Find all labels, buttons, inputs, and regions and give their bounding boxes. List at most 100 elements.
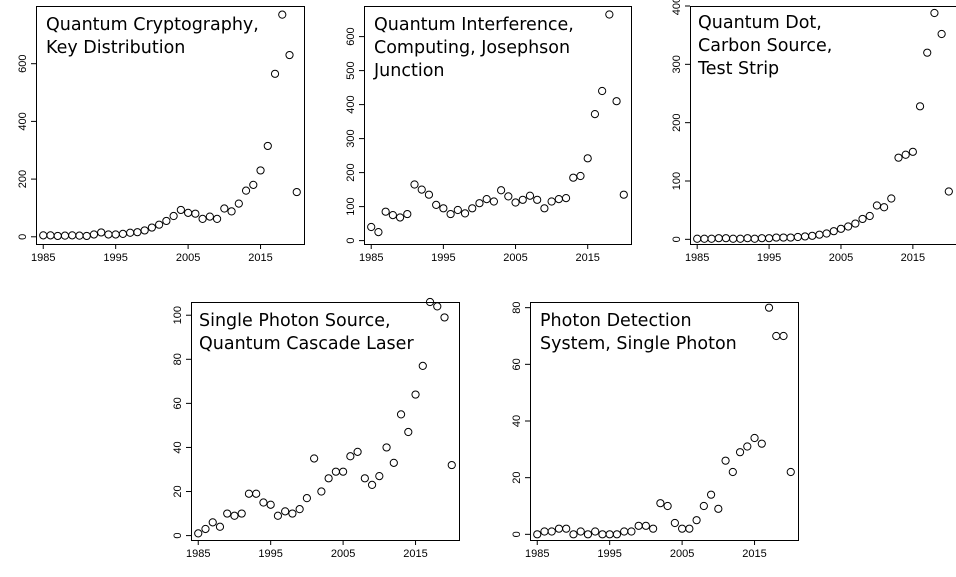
data-point — [339, 467, 348, 476]
data-point — [511, 198, 520, 207]
data-point — [140, 226, 149, 235]
y-tick-label: 100 — [172, 306, 184, 324]
data-point — [155, 220, 164, 229]
data-point — [256, 166, 265, 175]
data-point — [721, 234, 731, 243]
chart-title: Quantum Cryptography, Key Distribution — [46, 15, 259, 58]
y-tick-label: 0 — [671, 236, 683, 242]
data-point — [569, 173, 578, 182]
data-point — [201, 524, 210, 534]
data-point — [735, 448, 745, 457]
data-point — [923, 48, 932, 57]
data-point — [547, 197, 556, 206]
data-point — [410, 180, 419, 189]
data-point — [561, 194, 571, 203]
y-tick-label: 20 — [511, 472, 523, 484]
data-point — [281, 507, 290, 516]
y-tick-label: 200 — [345, 163, 357, 181]
data-point — [198, 214, 207, 224]
chart-svg-1: 1985 1995 2005 2015 0 200 400 600 — [17, 6, 305, 264]
data-point — [126, 228, 135, 237]
data-point — [39, 231, 48, 240]
data-point — [60, 231, 70, 240]
data-point — [367, 222, 376, 232]
y-tick-label: 600 — [17, 55, 29, 73]
data-point — [295, 505, 304, 514]
y-tick-label: 400 — [671, 0, 683, 15]
data-point — [292, 187, 301, 197]
data-point — [533, 530, 542, 539]
data-point — [191, 209, 200, 218]
data-point — [844, 222, 853, 231]
data-point — [482, 195, 491, 204]
x-tick-label: 1985 — [359, 252, 383, 264]
data-point — [786, 233, 795, 242]
data-point — [389, 458, 398, 467]
y-tick-label: 300 — [671, 55, 683, 73]
chart-svg-5: 1985 1995 2005 2015 0 20 40 60 80 — [511, 302, 799, 560]
data-point — [634, 521, 643, 530]
data-point — [908, 147, 917, 156]
data-point — [432, 200, 441, 209]
data-point — [270, 69, 280, 78]
data-point — [757, 439, 766, 448]
y-tick-label: 80 — [172, 353, 184, 365]
data-point — [583, 530, 593, 539]
data-point — [641, 521, 650, 530]
data-point — [901, 150, 910, 159]
data-point — [227, 207, 236, 216]
data-point — [104, 230, 113, 239]
data-point — [266, 500, 275, 509]
data-point — [310, 454, 319, 463]
plot-frame — [530, 302, 799, 541]
data-point — [317, 487, 326, 496]
data-point — [554, 195, 563, 204]
data-point — [714, 234, 723, 243]
x-tick-label: 2005 — [176, 252, 200, 264]
y-tick-label: 100 — [345, 197, 357, 215]
data-point — [194, 529, 203, 538]
y-tick-label: 20 — [172, 485, 184, 497]
data-point — [220, 204, 229, 213]
plot-frame — [36, 6, 305, 245]
data-point — [656, 499, 665, 508]
y-tick-label: 40 — [511, 415, 523, 427]
x-tick-label: 2015 — [403, 548, 427, 560]
chart-svg-3: 1985 1995 2005 2015 0 100 200 300 400 — [671, 0, 956, 264]
data-point — [750, 433, 759, 443]
data-point — [147, 223, 156, 232]
data-point — [46, 231, 55, 240]
data-point — [937, 29, 946, 39]
data-point — [764, 303, 774, 312]
chart-panel-4: 1985 1995 2005 2015 0 20 40 60 80 100 Single Photo… — [155, 297, 460, 566]
data-point — [793, 232, 802, 242]
y-tick-label: 300 — [345, 129, 357, 147]
data-point — [241, 186, 251, 195]
data-point — [576, 171, 585, 181]
data-point — [743, 442, 752, 451]
chart-panel-1: 1985 1995 2005 2015 0 200 400 600 Quantum Crypto… — [0, 6, 305, 270]
data-point — [750, 234, 759, 243]
data-point — [533, 195, 542, 204]
data-point — [388, 211, 397, 220]
data-point — [53, 231, 62, 241]
data-point — [244, 489, 254, 498]
chart-title: Photon Detection System, Single Photon — [540, 311, 737, 354]
plot-frame — [364, 6, 632, 245]
data-point — [288, 509, 297, 518]
data-point — [729, 234, 738, 243]
data-point — [162, 216, 171, 226]
data-point — [446, 209, 455, 219]
y-tick-label: 80 — [511, 302, 523, 314]
x-tick-label: 1985 — [186, 548, 210, 560]
data-point — [619, 190, 628, 199]
data-point — [930, 8, 939, 18]
data-point — [786, 467, 795, 477]
data-point — [569, 530, 578, 539]
data-point — [800, 232, 810, 241]
data-point — [598, 530, 607, 539]
data-point — [118, 229, 128, 239]
data-point — [598, 86, 607, 96]
data-point — [440, 313, 449, 322]
chart-panel-5: 1985 1995 2005 2015 0 20 40 60 80 Photon Detectio… — [494, 302, 799, 566]
